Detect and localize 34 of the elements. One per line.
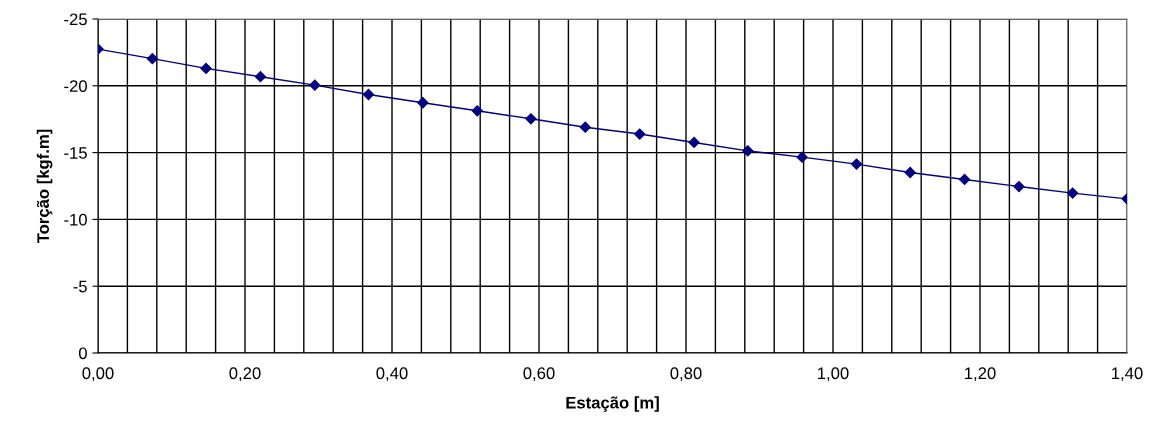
point — [958, 173, 971, 186]
x-tick-label: 1,20 — [965, 367, 996, 382]
point — [254, 71, 267, 83]
y-tick-label: -5 — [73, 280, 87, 293]
x-tick-label: 0,40 — [376, 367, 408, 382]
point — [634, 128, 646, 140]
y-tick-label: -20 — [64, 80, 87, 92]
point — [200, 62, 212, 75]
point — [850, 158, 863, 170]
y-tick-label: -10 — [64, 213, 87, 226]
point — [525, 113, 537, 125]
point — [309, 79, 321, 91]
point — [688, 136, 700, 149]
point — [579, 121, 591, 133]
x-tick-label: 0,20 — [229, 367, 261, 382]
point — [742, 145, 754, 157]
point — [1013, 180, 1025, 193]
x-tick-label: 0,60 — [523, 367, 555, 382]
x-tick-label: 1,00 — [818, 367, 849, 382]
point — [146, 53, 158, 65]
point — [904, 166, 916, 179]
x-tick-label: 1,40 — [1112, 367, 1143, 382]
y-tick-label: 0 — [78, 347, 87, 360]
x-axis-title: Estação [m] — [566, 396, 659, 412]
point — [471, 105, 483, 117]
y-axis-title: Torção [kgf.m] — [36, 129, 53, 244]
point — [362, 88, 375, 101]
y-tick-label: -15 — [64, 147, 87, 159]
y-tick-label: -25 — [64, 13, 87, 26]
x-tick-label: 0,00 — [82, 367, 114, 382]
point — [1067, 187, 1079, 199]
point — [796, 151, 808, 163]
x-tick-label: 0,80 — [670, 367, 702, 382]
point — [417, 97, 429, 109]
